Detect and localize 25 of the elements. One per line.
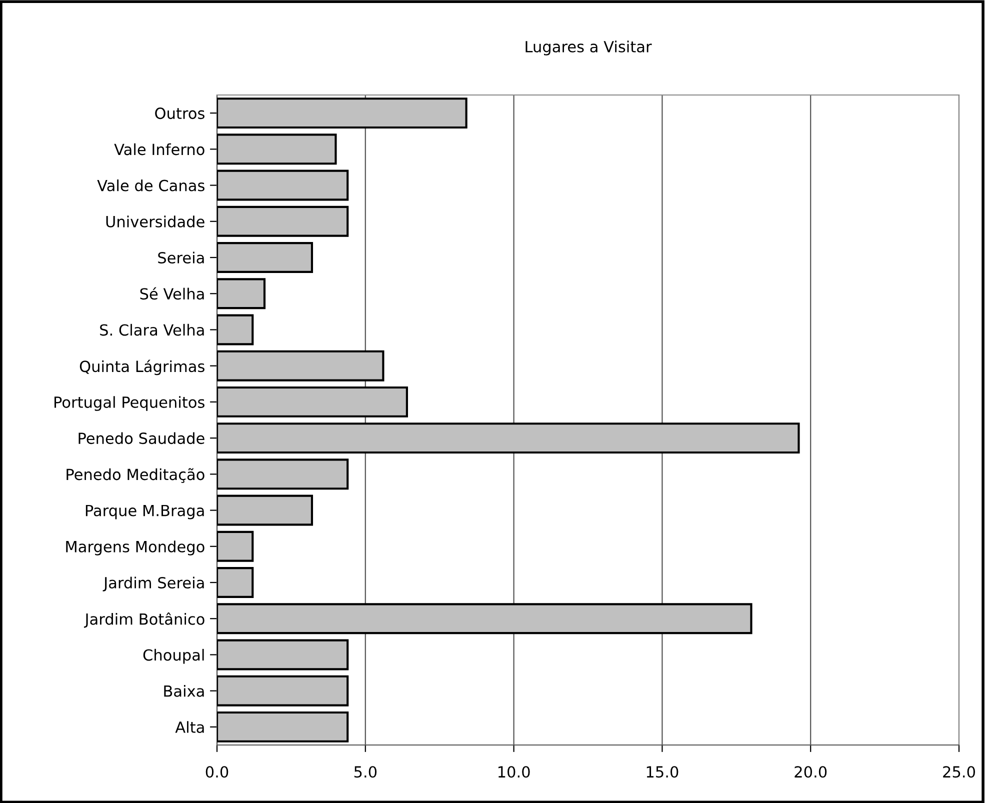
y-tick-label: Parque M.Braga <box>86 504 204 520</box>
y-tick-label: Vale de Canas <box>97 179 204 192</box>
x-tick-label: 10.0 <box>498 766 530 778</box>
y-tick-label: Sé Velha <box>140 287 204 300</box>
y-tick-label: Vale Inferno <box>114 143 204 156</box>
x-tick-label: 5.0 <box>354 766 377 778</box>
y-tick-label: Portugal Pequenitos <box>54 396 204 411</box>
y-tick-label: Jardim Botânico <box>84 612 204 628</box>
chart-title: Lugares a Visitar <box>526 40 652 56</box>
y-tick-label: Alta <box>175 721 204 733</box>
y-tick-label: Jardim Sereia <box>102 576 204 592</box>
y-tick-label: S. Clara Velha <box>100 324 204 336</box>
y-tick-label: Penedo Saudade <box>78 432 204 444</box>
y-tick-label: Margens Mondego <box>66 540 204 556</box>
y-tick-label: Universidade <box>106 216 204 228</box>
x-tick-label: 0.0 <box>206 766 228 778</box>
x-tick-label: 20.0 <box>794 766 827 778</box>
x-tick-label: 15.0 <box>646 766 678 778</box>
y-tick-label: Penedo Meditação <box>66 468 204 483</box>
y-tick-label: Choupal <box>143 648 204 664</box>
y-tick-label: Quinta Lágrimas <box>80 360 204 376</box>
y-tick-label: Outros <box>155 108 204 120</box>
y-tick-label: Baixa <box>164 685 204 697</box>
x-tick-label: 25.0 <box>943 766 975 778</box>
y-tick-label: Sereia <box>158 252 204 264</box>
